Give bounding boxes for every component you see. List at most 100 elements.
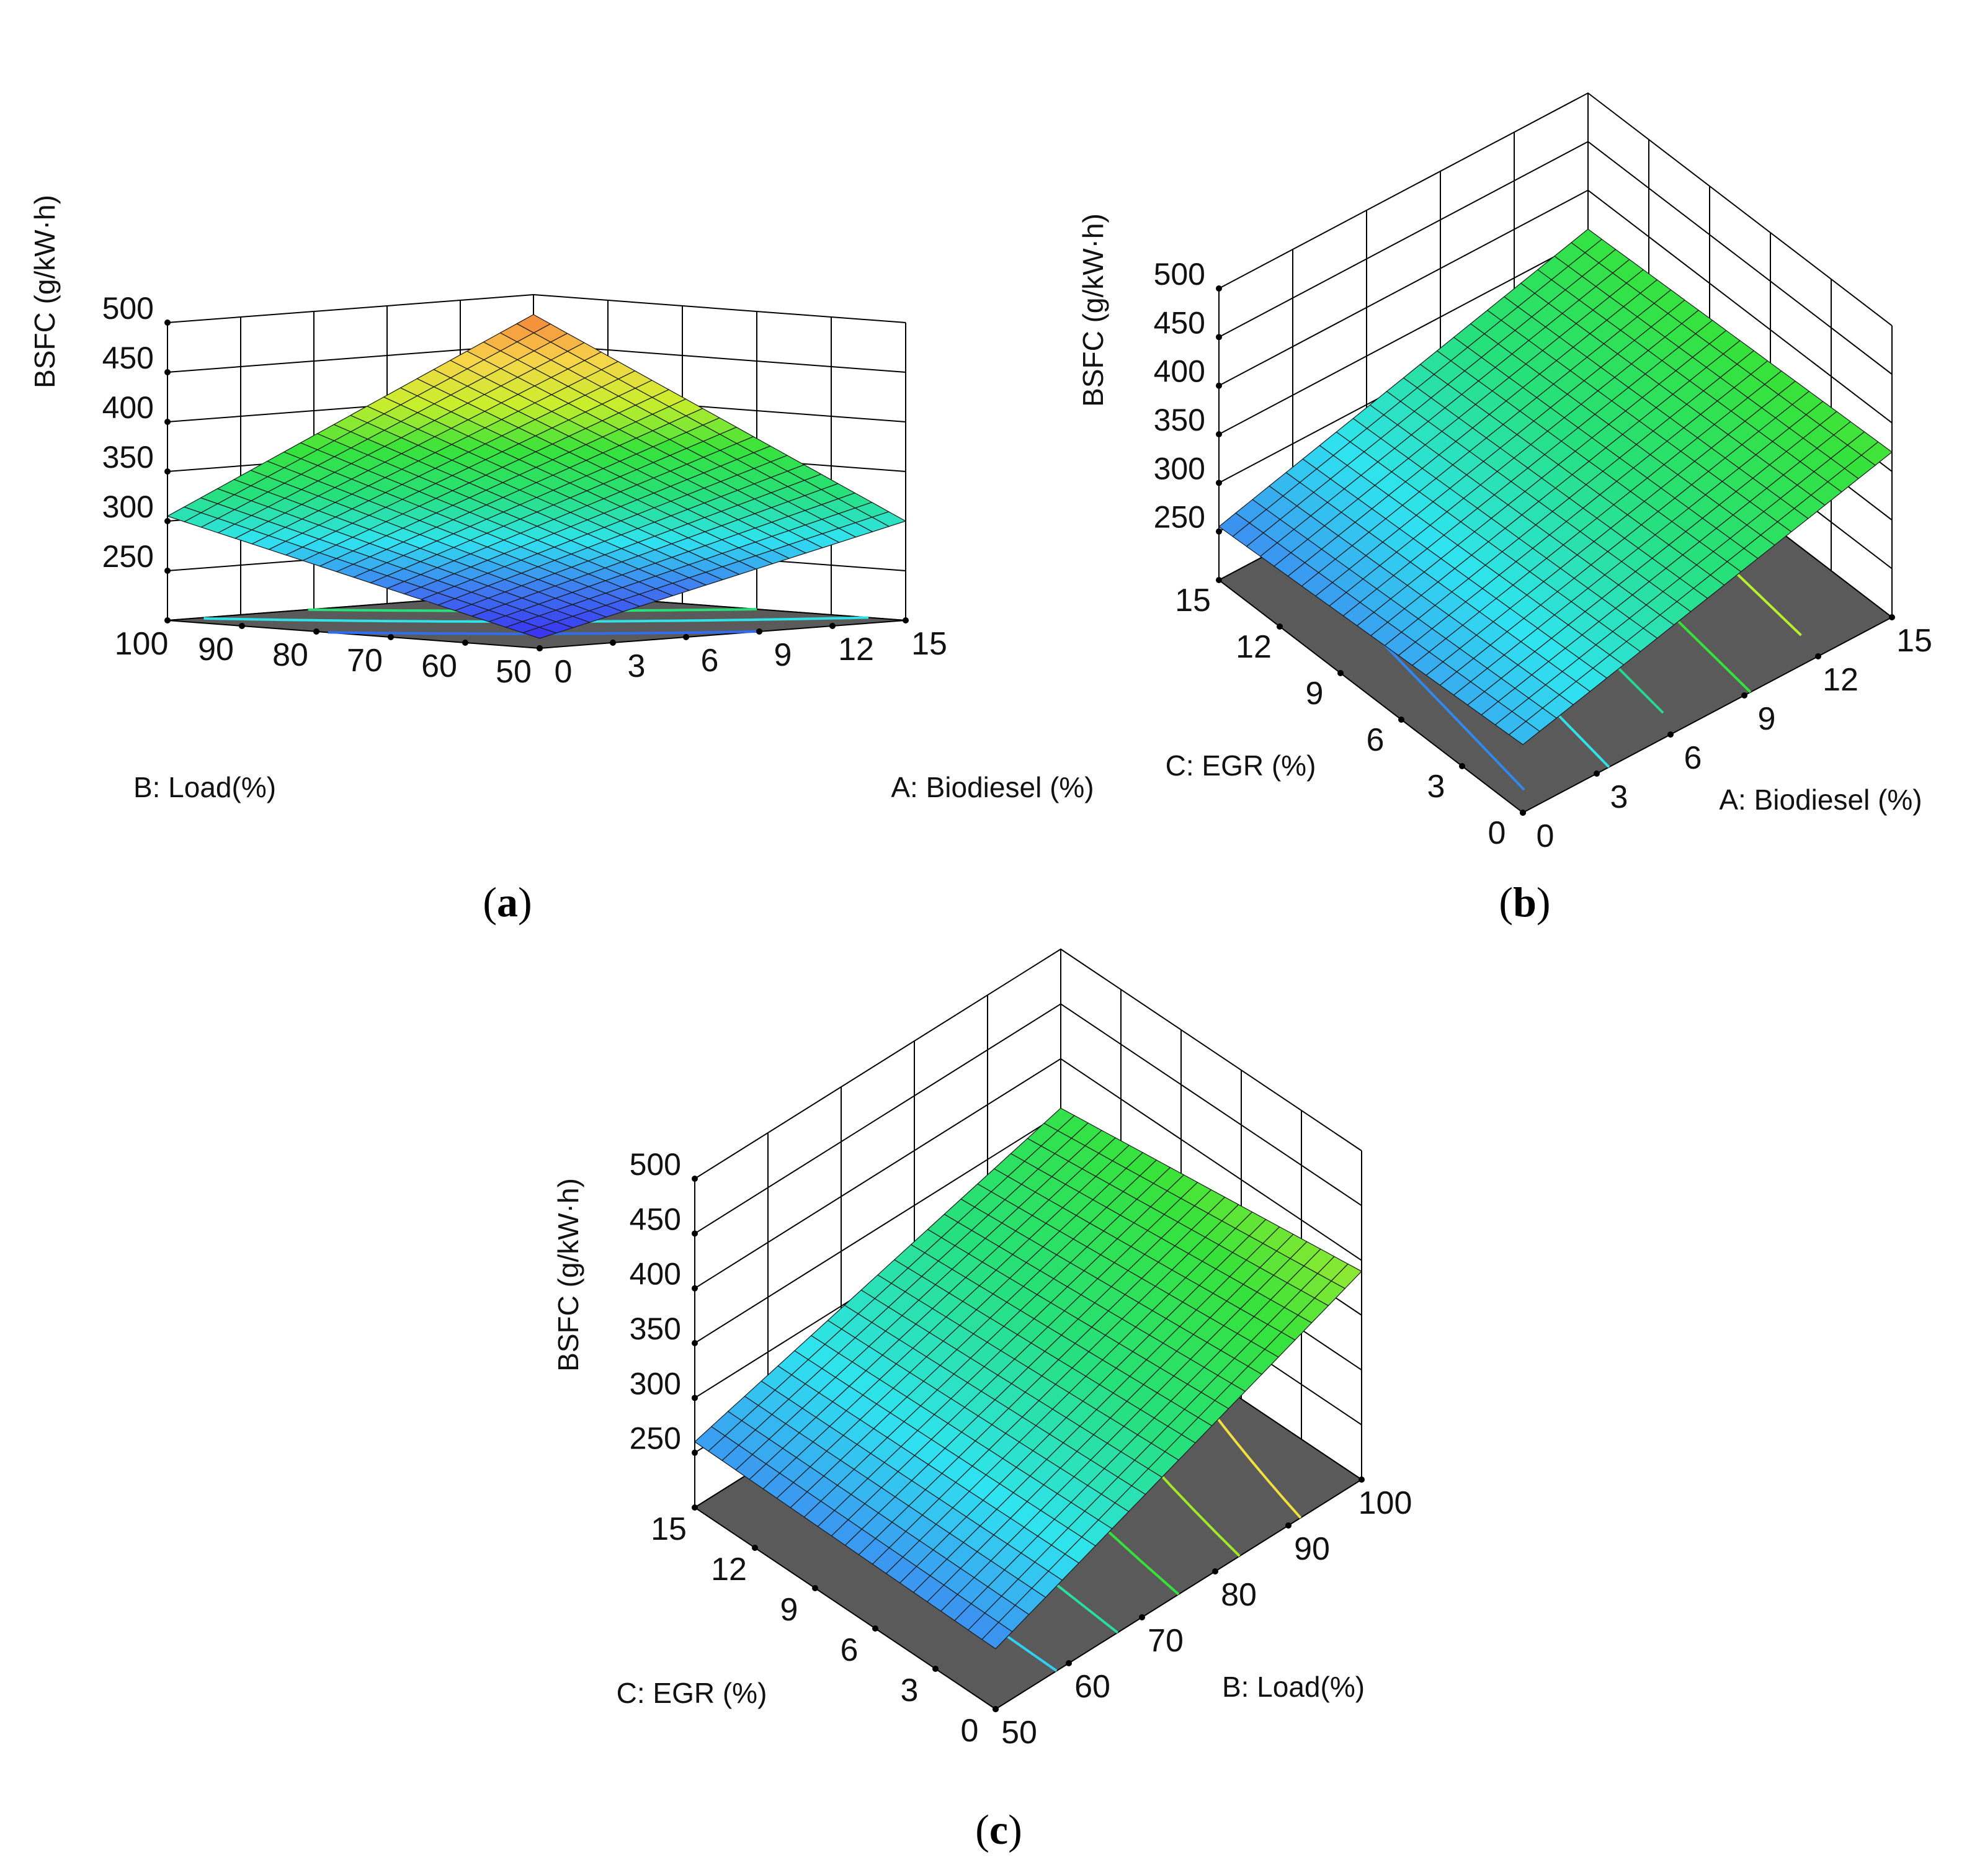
z-tick-label: 400	[1154, 354, 1205, 389]
y-tick-label: 6	[841, 1632, 859, 1668]
response-surface	[1218, 228, 1893, 746]
x-tick-dot	[1285, 1522, 1292, 1529]
z-tick-label: 350	[1154, 403, 1205, 437]
y-tick-label: 3	[1427, 769, 1445, 805]
z-tick-dot	[164, 518, 171, 524]
x-tick-dot	[1139, 1614, 1145, 1620]
floor-contour	[328, 630, 760, 635]
x-tick-label: 50	[1001, 1715, 1037, 1751]
x-axis-title: A: Biodiesel (%)	[891, 771, 1094, 803]
x-tick-label: 0	[1537, 818, 1555, 854]
wall-z-gridline	[1218, 141, 1893, 375]
z-tick-dot	[1216, 431, 1222, 437]
x-tick-label: 15	[911, 626, 947, 662]
x-tick-labels: 0 3 6 9 12 15	[555, 626, 947, 690]
panel-caption-c: (c)	[975, 1806, 1022, 1853]
x-tick-dot	[1815, 653, 1821, 659]
y-tick-label: 0	[961, 1713, 979, 1749]
x-tick-dot	[903, 617, 909, 623]
z-tick-label: 400	[102, 390, 154, 425]
y-tick-dot	[388, 634, 394, 640]
response-surface	[166, 314, 907, 639]
wall-z-gridline	[167, 293, 906, 323]
y-tick-labels: 50 60 70 80 90 100	[115, 626, 532, 690]
x-axis-title: B: Load(%)	[1222, 1671, 1365, 1703]
wall-z-gridline	[694, 1003, 1362, 1235]
z-tick-label: 500	[1154, 257, 1205, 292]
z-tick-dot	[1216, 285, 1222, 292]
y-tick-dot	[872, 1625, 878, 1632]
y-tick-dot	[812, 1585, 818, 1591]
panel-label-c: c	[989, 1806, 1009, 1853]
x-tick-dot	[1594, 770, 1600, 777]
y-tick-label: 9	[780, 1592, 798, 1628]
x-tick-label: 9	[1758, 701, 1776, 737]
x-tick-label: 0	[555, 654, 573, 690]
y-tick-label: 12	[711, 1552, 747, 1588]
y-tick-label: 60	[421, 648, 457, 684]
z-ticks: 250 300 350 400 450 500	[102, 291, 171, 574]
surface-cell	[1508, 721, 1540, 746]
x-tick-label: 3	[628, 648, 646, 684]
y-tick-dot	[537, 645, 543, 651]
x-tick-label: 6	[1684, 740, 1702, 776]
x-tick-label: 100	[1359, 1485, 1412, 1521]
z-tick-label: 250	[1154, 500, 1205, 535]
y-tick-label: 15	[1175, 583, 1211, 619]
z-tick-dot	[1216, 382, 1222, 389]
panel-label-b: b	[1513, 878, 1537, 926]
y-axis-title: C: EGR (%)	[1166, 749, 1316, 782]
z-tick-dot	[1216, 528, 1222, 535]
surface-cell	[981, 1622, 1013, 1650]
z-tick-label: 450	[1154, 305, 1205, 340]
y-tick-label: 3	[901, 1673, 919, 1708]
floor-tick-dots	[164, 617, 909, 651]
y-tick-dot	[313, 628, 319, 635]
wall-z-gridline	[694, 948, 1362, 1179]
z-tick-dot	[692, 1395, 698, 1401]
y-tick-label: 0	[1488, 815, 1506, 851]
y-tick-dot	[932, 1666, 939, 1672]
x-tick-label: 70	[1148, 1623, 1184, 1659]
x-tick-label: 12	[838, 632, 874, 668]
z-tick-dot	[692, 1340, 698, 1346]
z-tick-label: 450	[630, 1202, 681, 1236]
z-tick-label: 450	[102, 341, 154, 375]
y-tick-dot	[993, 1706, 999, 1712]
x-tick-label: 9	[774, 637, 792, 673]
panel-b: 250 300 350 400 450 500 0 3 6 9 12 15 0 3 6 9 12 15 A: Bio…	[1077, 92, 1932, 854]
z-ticks: 250 300 350 400 450 500	[630, 1147, 698, 1456]
y-tick-label: 15	[651, 1511, 687, 1547]
x-tick-dot	[1066, 1660, 1072, 1666]
y-tick-label: 70	[347, 643, 383, 679]
x-axis-title: A: Biodiesel (%)	[1719, 784, 1922, 816]
z-tick-label: 350	[630, 1311, 681, 1346]
z-tick-label: 500	[630, 1147, 681, 1182]
x-tick-dot	[1741, 692, 1747, 699]
z-tick-label: 400	[630, 1257, 681, 1292]
panel-label-a: a	[497, 878, 518, 926]
y-axis-title: B: Load(%)	[133, 771, 276, 803]
x-tick-dot	[610, 640, 616, 646]
y-tick-label: 50	[496, 654, 532, 690]
z-tick-dot	[164, 568, 171, 574]
z-tick-dot	[1216, 334, 1222, 341]
z-axis-title: BSFC (g/kW·h)	[552, 1178, 584, 1372]
panel-c: 250 300 350 400 450 500 50 60 70 80 90 100 0 3 6 9 12 15 B…	[552, 948, 1412, 1751]
x-tick-label: 3	[1610, 779, 1628, 815]
z-axis-title: BSFC (g/kW·h)	[1077, 213, 1109, 407]
response-surface	[694, 1107, 1362, 1650]
x-tick-dot	[1889, 614, 1895, 620]
x-tick-label: 12	[1823, 662, 1858, 698]
x-tick-label: 6	[701, 643, 719, 679]
panel-caption-b: (b)	[1499, 878, 1551, 926]
y-tick-labels: 0 3 6 9 12 15	[651, 1511, 978, 1749]
z-tick-dot	[164, 319, 171, 326]
x-tick-dot	[1359, 1476, 1365, 1483]
x-tick-dot	[829, 623, 836, 629]
x-tick-label: 60	[1074, 1669, 1110, 1705]
x-tick-dot	[683, 634, 689, 640]
x-tick-labels: 50 60 70 80 90 100	[1001, 1485, 1412, 1751]
